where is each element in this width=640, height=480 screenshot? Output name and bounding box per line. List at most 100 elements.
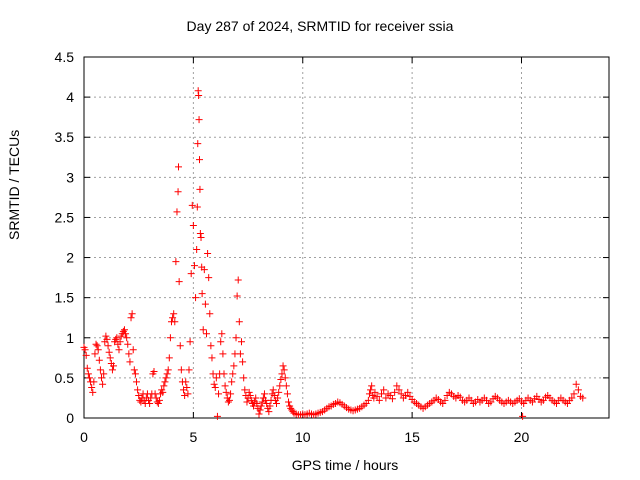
data-point: [113, 334, 121, 342]
data-point: [230, 362, 238, 370]
y-tick-label: 1.5: [55, 290, 75, 306]
data-point: [194, 140, 202, 148]
data-point: [133, 378, 140, 386]
data-point: [160, 382, 168, 390]
chart-title: Day 287 of 2024, SRMTID for receiver ssi…: [186, 18, 454, 34]
data-point: [207, 342, 215, 350]
data-point: [441, 396, 449, 404]
data-point: [98, 374, 105, 382]
data-point: [235, 318, 243, 326]
data-point: [94, 346, 102, 354]
data-point: [280, 366, 288, 374]
y-tick-label: 0.5: [55, 370, 75, 386]
y-tick-label: 4: [66, 89, 74, 105]
data-point: [106, 354, 114, 362]
data-point: [155, 396, 163, 404]
data-point: [201, 300, 209, 308]
data-point: [112, 335, 120, 343]
x-tick-label: 0: [80, 429, 88, 445]
data-point: [137, 398, 145, 406]
data-point: [196, 156, 203, 164]
data-point: [240, 374, 248, 382]
data-point: [570, 390, 578, 398]
data-point: [134, 386, 142, 394]
data-point: [182, 378, 190, 386]
data-point: [110, 362, 118, 370]
data-point: [204, 250, 212, 258]
data-point: [397, 390, 405, 398]
data-point: [104, 342, 112, 350]
data-point: [229, 370, 237, 378]
data-point: [166, 334, 174, 342]
data-point: [193, 246, 201, 254]
y-tick-label: 3: [66, 169, 74, 185]
data-point: [364, 396, 372, 404]
data-point: [174, 188, 182, 196]
data-point: [164, 366, 172, 374]
data-point: [247, 396, 255, 404]
data-point: [265, 408, 273, 416]
y-tick-label: 1: [66, 330, 74, 346]
data-point: [192, 294, 200, 302]
data-point: [123, 334, 131, 342]
data-point: [82, 351, 90, 359]
data-point: [368, 382, 376, 390]
y-tick-label: 2.5: [55, 209, 75, 225]
data-point: [195, 116, 203, 124]
data-point: [198, 290, 206, 298]
data-point: [253, 400, 261, 408]
data-point: [213, 412, 221, 420]
data-point: [175, 163, 182, 171]
data-point: [274, 394, 282, 402]
data-point: [102, 332, 110, 340]
data-point: [116, 338, 124, 346]
data-point: [255, 410, 263, 418]
data-point: [228, 378, 236, 386]
data-point: [224, 398, 232, 406]
data-point: [175, 278, 183, 286]
data-point: [200, 266, 208, 274]
data-point: [170, 310, 178, 318]
data-point: [189, 221, 197, 229]
data-point: [183, 384, 191, 392]
data-point: [165, 354, 173, 362]
data-point: [388, 395, 396, 403]
data-point: [185, 366, 193, 374]
data-point: [186, 338, 194, 346]
data-point: [163, 370, 171, 378]
y-tick-label: 4.5: [55, 49, 75, 65]
data-point: [273, 400, 280, 408]
data-point: [150, 367, 158, 375]
data-point: [199, 326, 207, 334]
data-point: [227, 390, 235, 398]
data-point: [222, 388, 230, 396]
data-point: [129, 346, 137, 354]
data-point: [256, 406, 264, 414]
data-point: [88, 384, 96, 392]
data-point: [373, 392, 381, 400]
data-point: [266, 402, 274, 410]
data-point: [126, 358, 134, 366]
data-point: [162, 374, 170, 382]
data-point: [246, 392, 254, 400]
data-point: [122, 330, 130, 338]
data-point: [154, 400, 162, 408]
data-point: [92, 340, 100, 348]
x-tick-label: 5: [189, 429, 197, 445]
data-point: [277, 375, 285, 383]
data-point: [219, 350, 227, 358]
data-point: [181, 392, 189, 400]
data-point: [236, 350, 244, 358]
x-axis-label: GPS time / hours: [291, 457, 399, 473]
data-point: [260, 390, 268, 398]
data-point: [103, 335, 111, 343]
grid-lines: [84, 57, 609, 418]
data-point: [195, 92, 203, 100]
data-point: [367, 386, 375, 394]
data-point: [257, 402, 265, 410]
data-point: [91, 350, 99, 358]
data-point: [218, 330, 226, 338]
data-point: [395, 386, 403, 394]
data-point: [196, 229, 204, 237]
